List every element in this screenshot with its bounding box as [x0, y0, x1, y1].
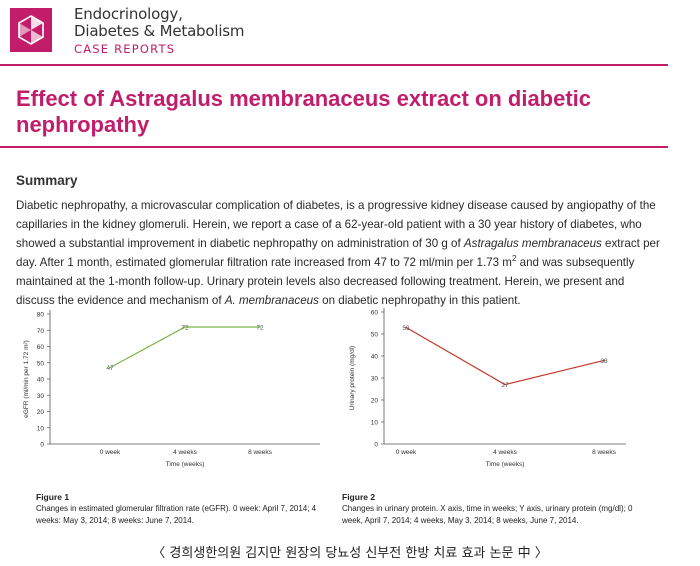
data-point [184, 326, 186, 328]
data-point [603, 359, 605, 362]
journal-line-2: Diabetes & Metabolism [74, 22, 245, 40]
abstract-part: Diabetic nephropathy, a microvascular co… [16, 199, 656, 251]
y-tick-label: 20 [371, 398, 379, 405]
y-tick-label: 30 [371, 376, 379, 383]
series-line [109, 326, 260, 369]
data-point [405, 326, 407, 329]
y-tick-label: 80 [37, 312, 45, 319]
figure-1-caption: Changes in estimated glomerular filtrati… [36, 504, 317, 525]
y-axis-title: eGFR (ml/min per 1.72 m²) [23, 340, 30, 418]
figure-2-label: Figure 2 [342, 492, 376, 502]
y-tick-label: 40 [371, 354, 379, 361]
figure-2-caption: Changes in urinary protein. X axis, time… [342, 504, 633, 525]
y-tick-label: 10 [37, 425, 45, 432]
data-label: 27 [501, 382, 509, 389]
x-tick-label: 8 weeks [248, 449, 273, 456]
summary-heading: Summary [16, 173, 78, 188]
journal-logo [10, 8, 52, 52]
y-tick-label: 60 [371, 310, 379, 317]
data-point [259, 326, 261, 328]
abstract-text: Diabetic nephropathy, a microvascular co… [16, 196, 666, 311]
x-tick-label: 0 week [396, 449, 417, 456]
x-tick-label: 8 weeks [592, 449, 617, 456]
y-axis-title: Urinary protein (mg/dl) [349, 346, 356, 411]
figure-1-label: Figure 1 [36, 492, 70, 502]
abstract-italic: A. membranaceus [224, 294, 319, 308]
series-line [405, 326, 605, 386]
abstract-part: and was subsequently maintained at the 1… [16, 256, 635, 308]
y-tick-label: 50 [37, 360, 45, 367]
urinary-protein-chart: 0 10 20 30 40 50 60 0 week 4 weeks 8 weeks 53 27 38 T… [349, 308, 626, 468]
y-tick-label: 50 [371, 332, 379, 339]
data-point [109, 366, 111, 369]
x-tick-label: 0 week [100, 449, 121, 456]
y-tick-label: 70 [37, 328, 45, 335]
y-tick-label: 20 [37, 409, 45, 416]
y-tick-label: 40 [37, 377, 45, 384]
y-tick-label: 0 [40, 442, 44, 449]
footer-note: 〈 경희생한의원 김지만 원장의 당뇨성 신부전 한방 치료 효과 논문 中 〉 [152, 546, 548, 561]
data-label: 72 [181, 325, 189, 332]
x-axis-title: Time (weeks) [486, 461, 525, 468]
journal-line-3: CASE REPORTS [74, 42, 176, 56]
header-rule [0, 64, 668, 66]
y-tick-label: 30 [37, 393, 45, 400]
abstract-part: extract per day. After 1 month, estimate… [16, 237, 660, 270]
abstract-superscript: 2 [511, 254, 517, 264]
data-label: 72 [256, 325, 264, 332]
data-point [504, 383, 506, 386]
egfr-chart: 0 10 20 30 40 50 60 70 80 0 week 4 weeks 8 weeks 47 7… [23, 310, 320, 468]
y-tick-label: 0 [374, 442, 378, 449]
y-tick-label: 10 [371, 420, 379, 427]
x-axis-title: Time (weeks) [166, 461, 205, 468]
title-rule [0, 146, 668, 148]
y-tick-label: 60 [37, 344, 45, 351]
article-title: Effect of Astragalus membranaceus extrac… [16, 86, 592, 137]
data-label: 53 [402, 325, 410, 332]
data-label: 38 [600, 358, 608, 365]
x-tick-label: 4 weeks [493, 449, 518, 456]
abstract-italic: Astragalus membranaceus [463, 237, 602, 251]
journal-name: Endocrinology, Diabetes & Metabolism CAS… [74, 5, 245, 58]
x-tick-label: 4 weeks [173, 449, 198, 456]
data-label: 47 [106, 365, 114, 372]
journal-line-1: Endocrinology, [74, 5, 183, 23]
abstract-part: on diabetic nephropathy in this patient. [318, 294, 521, 308]
